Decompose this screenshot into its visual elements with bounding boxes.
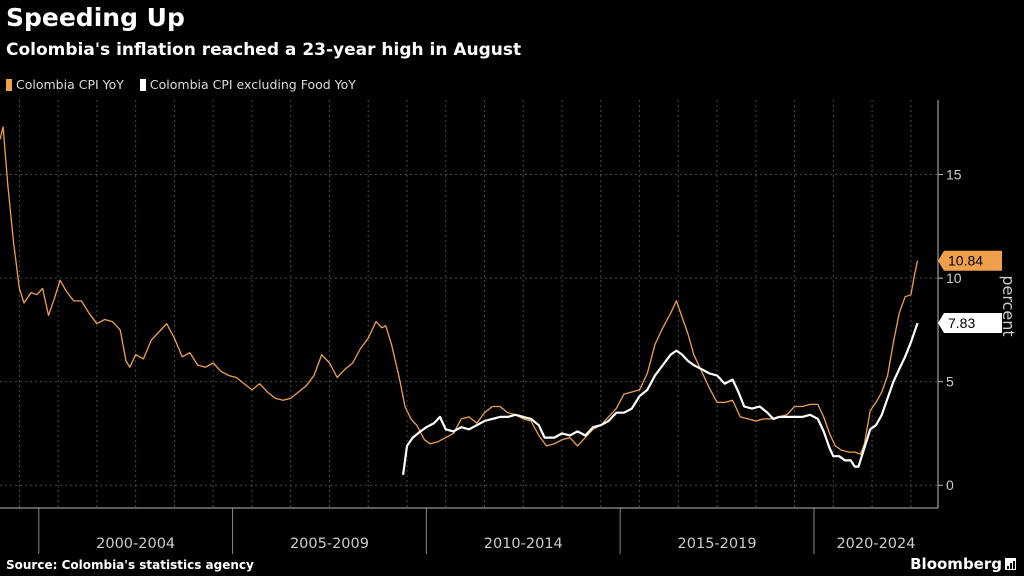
last-value-label-cpi: 10.84 <box>948 253 983 269</box>
legend-label-cpi-ex-food: Colombia CPI excluding Food YoY <box>149 77 356 92</box>
chart-subtitle: Colombia's inflation reached a 23-year h… <box>6 40 522 60</box>
legend-item-cpi-ex-food: Colombia CPI excluding Food YoY <box>139 77 356 92</box>
brand: Bloomberg <box>910 555 1016 573</box>
y-tick-label: 5 <box>946 374 954 390</box>
x-tick-label: 2000-2004 <box>96 536 175 552</box>
legend-swatch-cpi-ex-food <box>139 78 146 91</box>
y-axis-label: percent <box>999 275 1018 336</box>
series-line-cpi <box>0 126 919 455</box>
y-tick-label: 15 <box>946 167 962 183</box>
x-tick-label: 2020-2024 <box>836 536 915 552</box>
x-tick-label: 2005-2009 <box>290 536 369 552</box>
legend-swatch-cpi <box>6 78 12 91</box>
y-tick-label: 0 <box>946 477 954 493</box>
last-value-label-cpi-ex-food: 7.83 <box>948 315 975 331</box>
brand-name: Bloomberg <box>910 555 1002 573</box>
y-tick-label: 10 <box>946 270 962 286</box>
x-tick-label: 2015-2019 <box>678 536 757 552</box>
x-tick-label: 2010-2014 <box>484 536 563 552</box>
last-value-flag-cpi <box>938 250 1002 271</box>
series-line-cpi-ex-food <box>402 322 919 476</box>
bloomberg-chart-icon <box>1005 558 1016 570</box>
chart-title: Speeding Up <box>6 3 185 32</box>
legend-label-cpi: Colombia CPI YoY <box>16 77 124 92</box>
last-value-flag-cpi-ex-food <box>938 313 1002 334</box>
source-note: Source: Colombia's statistics agency <box>6 558 254 572</box>
legend: Colombia CPI YoY Colombia CPI excluding … <box>6 77 356 92</box>
legend-item-cpi: Colombia CPI YoY <box>6 77 124 92</box>
